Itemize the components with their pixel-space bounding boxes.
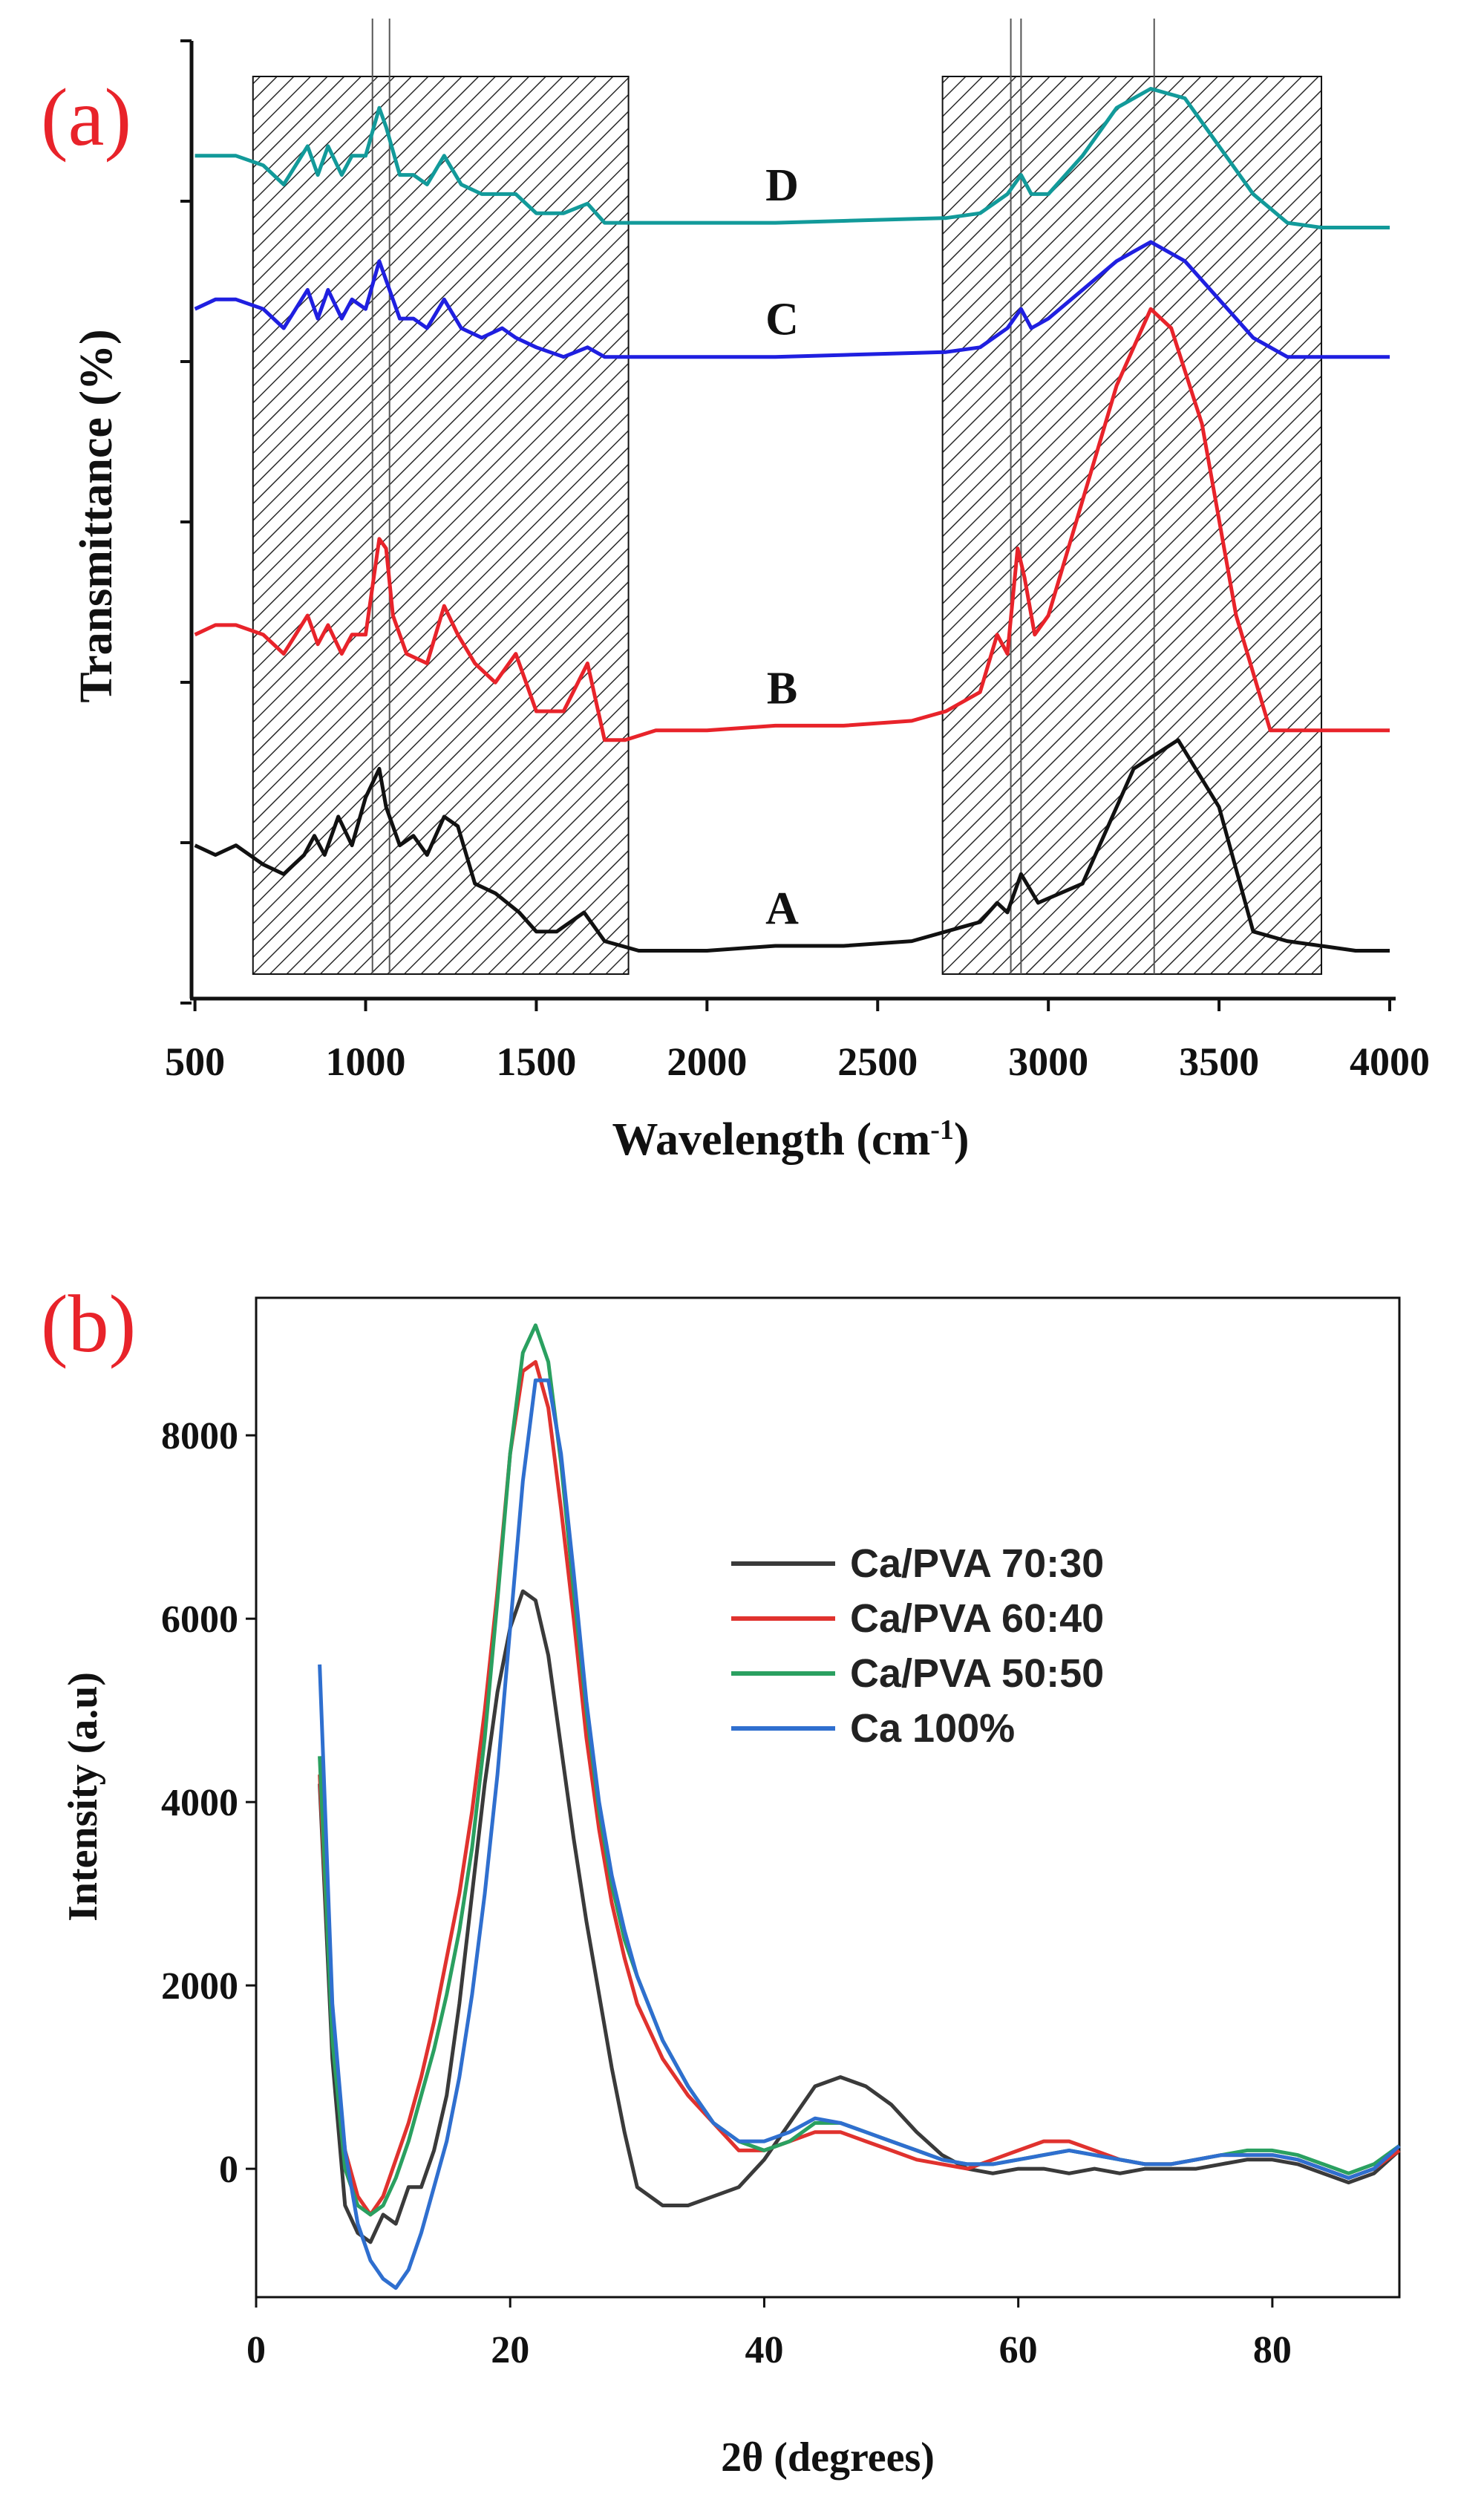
x-ticks: 500 1000 1500 2000 2500 3000 3500 4000 bbox=[165, 999, 1430, 1084]
curve-label-D: D bbox=[765, 160, 799, 211]
y-tick-label: 0 bbox=[219, 2149, 238, 2191]
shaded-regions bbox=[252, 76, 1323, 975]
x-tick-label: 0 bbox=[246, 2329, 266, 2371]
legend-entry-1: Ca/PVA 70:30 bbox=[850, 1541, 1104, 1586]
x-tick-label: 4000 bbox=[1350, 1039, 1430, 1084]
curve-label-A: A bbox=[765, 884, 799, 934]
x-tick-label: 40 bbox=[745, 2329, 783, 2371]
x-tick-label: 2000 bbox=[667, 1039, 747, 1084]
x-tick-label: 2500 bbox=[837, 1039, 918, 1084]
y-ticks bbox=[180, 39, 192, 1005]
series-line-2 bbox=[318, 1359, 1401, 2217]
y-tick-label: 2000 bbox=[161, 1965, 238, 2008]
series-line-D bbox=[195, 87, 1390, 229]
x-axis-title: Wavelength (cm-1) bbox=[612, 1114, 969, 1165]
series-line-A bbox=[194, 738, 1390, 953]
x-ticks: 0 20 40 60 80 bbox=[246, 2297, 1292, 2371]
y-tick-label: 6000 bbox=[161, 1598, 238, 1641]
legend: Ca/PVA 70:30 Ca/PVA 60:40 Ca/PVA 50:50 Ca 1… bbox=[731, 1541, 1104, 1751]
y-ticks: 0 2000 4000 6000 8000 bbox=[161, 1415, 256, 2191]
shaded-region-2 bbox=[941, 76, 1323, 975]
y-tick-label: 8000 bbox=[161, 1415, 238, 1457]
panel-b-label: (b) bbox=[41, 1279, 136, 1369]
legend-entry-4: Ca 100% bbox=[850, 1706, 1015, 1751]
x-axis-title: 2θ (degrees) bbox=[721, 2434, 935, 2481]
x-tick-label: 80 bbox=[1253, 2329, 1292, 2371]
panel-a: (a) 500 1000 1500 2000 2500 3000 3500 4000 A B C D… bbox=[41, 19, 1430, 1165]
x-tick-label: 3500 bbox=[1179, 1039, 1259, 1084]
x-tick-label: 20 bbox=[491, 2329, 529, 2371]
panel-b: (b) 0 2000 4000 6000 8000 0 20 40 60 80 Ca/PVA 7… bbox=[41, 1279, 1401, 2481]
y-axis-title: Intensity (a.u) bbox=[60, 1672, 106, 1921]
panel-a-label: (a) bbox=[41, 72, 131, 163]
series-group bbox=[318, 1323, 1401, 2290]
legend-entry-2: Ca/PVA 60:40 bbox=[850, 1596, 1104, 1641]
x-tick-label: 1000 bbox=[326, 1039, 406, 1084]
curve-label-B: B bbox=[767, 663, 797, 713]
y-tick-label: 4000 bbox=[161, 1782, 238, 1824]
series-line-B bbox=[194, 307, 1390, 742]
x-tick-label: 60 bbox=[999, 2329, 1038, 2371]
x-tick-label: 1500 bbox=[496, 1039, 576, 1084]
series-line-3 bbox=[318, 1323, 1401, 2217]
curve-label-C: C bbox=[765, 295, 799, 345]
curve-labels: A B C D bbox=[765, 160, 799, 934]
series-group bbox=[194, 87, 1390, 953]
y-axis-title: Transmittance (%) bbox=[71, 329, 122, 702]
x-tick-label: 500 bbox=[165, 1039, 225, 1084]
series-line-C bbox=[194, 240, 1390, 359]
series-line-1 bbox=[318, 1589, 1401, 2244]
x-tick-label: 3000 bbox=[1008, 1039, 1088, 1084]
series-line-4 bbox=[318, 1378, 1401, 2290]
plot-frame bbox=[255, 1296, 1401, 2299]
legend-entry-3: Ca/PVA 50:50 bbox=[850, 1651, 1104, 1696]
